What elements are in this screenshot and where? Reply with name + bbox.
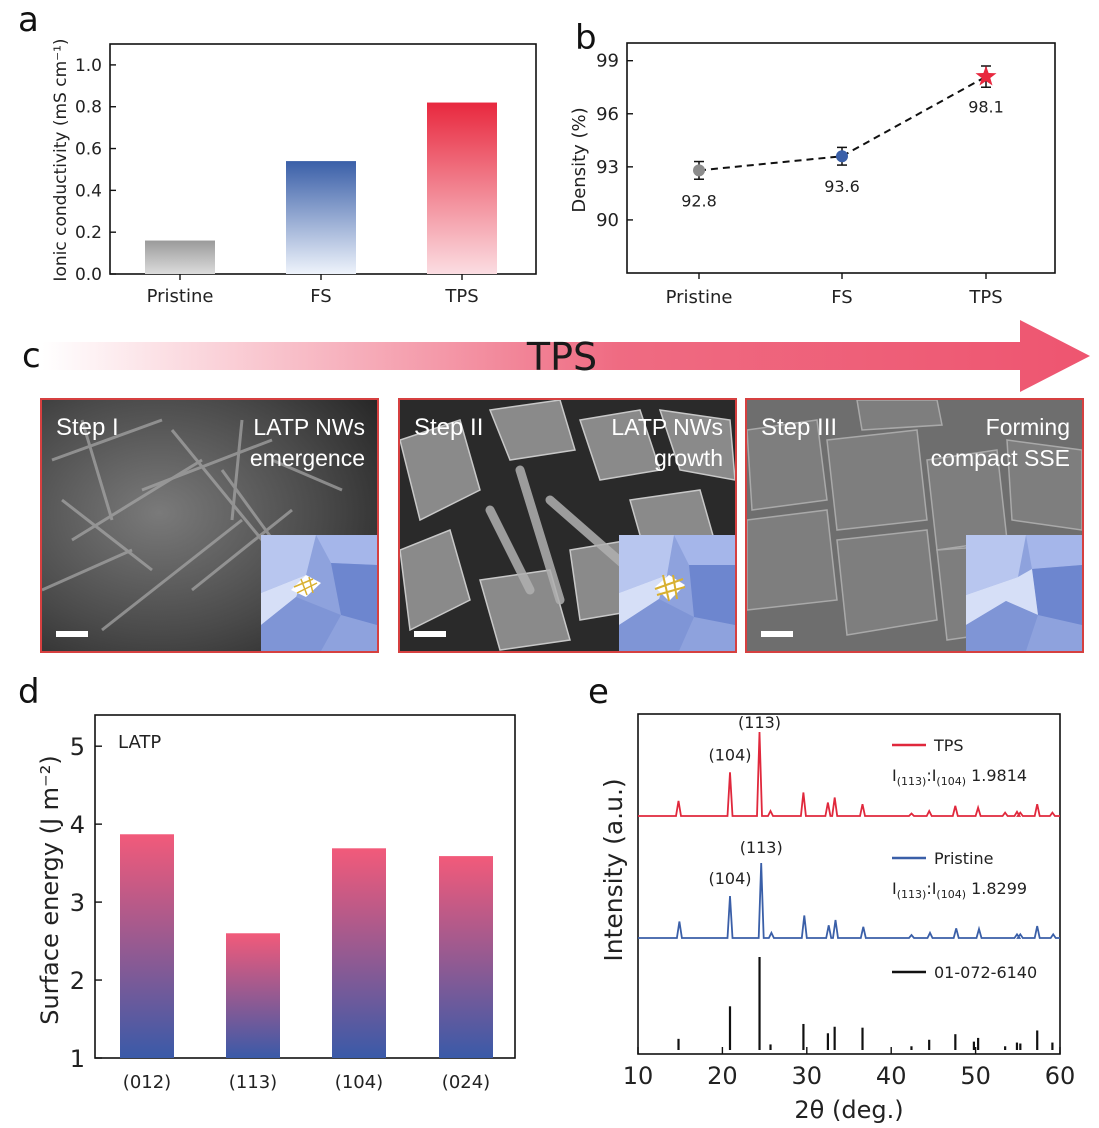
chart-b-xtick-label: Pristine [666,287,733,308]
chart-a-ylabel: Ionic conductivity (mS cm⁻¹) [51,38,71,281]
chart-a-ionic-conductivity: Ionic conductivity (mS cm⁻¹) 0.0 0.2 0.4 0.… [51,38,537,307]
chart-e-ratio-label: I(113):I(104) 1.9814 [892,766,1027,788]
panel-letter-d: d [18,672,40,712]
chart-d-xtick-label: (113) [229,1072,277,1093]
chart-e-xlabel: 2θ (deg.) [794,1096,903,1124]
step-2-caption-line-1: LATP NWs [611,414,723,440]
chart-d-frame [94,714,516,1059]
chart-d-ytick-label: 1 [70,1045,85,1073]
chart-e-xtick-label: 40 [876,1062,907,1090]
chart-e-peak-label: (113) [738,713,781,732]
chart-a-xtick-label: Pristine [147,286,214,307]
step-2-label: Step II [414,414,484,441]
chart-e-ratio-label: I(113):I(104) 1.8299 [892,879,1027,901]
chart-e-pattern-pristine [638,862,1060,939]
step-1-scale-bar [56,631,88,637]
chart-e-frame [637,713,1061,1055]
chart-a-ytick-label: 0.6 [75,140,102,160]
chart-b-ytick-label: 90 [596,210,619,231]
chart-b-point-label: 93.6 [824,177,860,196]
panel-letter-e: e [588,672,609,712]
chart-d-bar [332,848,386,1058]
chart-e-peak-label: (104) [708,745,751,764]
chart-b-point-tps [975,65,997,86]
step-3-schematic-inset [966,535,1082,651]
step-2-caption-line-2: growth [653,445,723,471]
chart-b-ylabel: Density (%) [569,107,590,212]
chart-b-ytick-label: 93 [596,157,619,178]
panel-letter-c: c [22,336,41,376]
chart-d-bar [226,933,280,1058]
step-2-scale-bar [414,631,446,637]
tps-arrow: TPS [42,320,1090,392]
chart-e-ylabel: Intensity (a.u.) [599,778,628,961]
step-3-label: Step III [761,414,838,441]
step-3-caption-line-2: compact SSE [930,445,1070,471]
chart-a-bar-fs [286,161,356,274]
chart-e-xtick-label: 10 [623,1062,654,1090]
panel-letter-b: b [575,18,597,58]
chart-a-xtick-label: TPS [444,286,478,307]
step-3-caption-line-1: Forming [985,414,1070,440]
chart-a-xtick-label: FS [310,286,331,307]
chart-b-dashed-line [698,75,987,172]
step-2-caption: LATP NWs growth [611,412,723,474]
chart-d-ytick-label: 3 [70,889,85,917]
chart-e-xtick-label: 30 [792,1062,823,1090]
step-1-caption: LATP NWs emergence [250,412,365,474]
chart-e-legend-label: TPS [933,736,964,755]
chart-b-ytick-label: 96 [596,104,619,125]
step-1-caption-line-1: LATP NWs [253,414,365,440]
chart-b-xtick-label: FS [831,287,852,308]
sem-step-1: Step I LATP NWs emergence [40,398,379,653]
chart-d-xtick-label: (012) [123,1072,171,1093]
chart-e-legend-label: 01-072-6140 [934,963,1037,982]
chart-a-ytick-label: 0.4 [75,181,102,201]
step-1-schematic-inset [261,535,377,651]
chart-b-frame [626,42,1056,274]
step-2-schematic-inset [619,535,735,651]
chart-e-legend-label: Pristine [934,849,993,868]
chart-a-ytick-label: 0.2 [75,223,102,243]
chart-d-bar [120,834,174,1058]
chart-d-annotation: LATP [118,732,161,753]
chart-e-peak-label: (104) [708,869,751,888]
panel-letter-a: a [18,0,39,40]
chart-b-ytick-label: 99 [596,51,619,72]
chart-d-xtick-label: (024) [442,1072,490,1093]
chart-e-peak-label: (113) [740,838,783,857]
chart-a-bar-pristine [145,240,215,274]
chart-e-xtick-label: 60 [1045,1062,1076,1090]
chart-a-ytick-label: 0.8 [75,98,102,118]
step-1-label: Step I [56,414,119,441]
chart-a-ytick-label: 1.0 [75,56,102,76]
chart-d-bar [439,856,493,1058]
step-3-caption: Forming compact SSE [931,412,1070,474]
chart-b-density: Density (%) 90 93 96 99 92.8 Pristine 93.6 FS 98… [569,42,1056,308]
chart-b-xtick-label: TPS [968,287,1002,308]
tps-arrow-shape [42,320,1090,392]
chart-e-xtick-label: 50 [960,1062,991,1090]
chart-e-xrd: Intensity (a.u.) 2θ (deg.) 10 20 30 40 50 60 (… [599,713,1076,1124]
chart-d-surface-energy: LATP Surface energy (J m⁻²) 1 2 3 4 5 (012) (1… [36,714,516,1093]
step-3-scale-bar [761,631,793,637]
chart-b-point-pristine [693,164,705,177]
chart-e-pattern-tps [638,731,1060,817]
chart-b-point-label: 92.8 [681,191,717,210]
tps-arrow-label: TPS [526,335,597,379]
step-1-caption-line-2: emergence [249,445,365,471]
sem-step-2: Step II LATP NWs growth [398,398,737,653]
chart-a-bar-tps [427,102,497,274]
chart-d-ytick-label: 5 [70,733,85,761]
chart-b-point-fs [836,150,848,163]
chart-d-xtick-label: (104) [335,1072,383,1093]
chart-d-ylabel: Surface energy (J m⁻²) [36,755,64,1024]
chart-e-xtick-label: 20 [707,1062,738,1090]
chart-d-ytick-label: 4 [70,811,85,839]
chart-d-ytick-label: 2 [70,967,85,995]
sem-step-3: Step III Forming compact SSE [745,398,1084,653]
chart-a-ytick-label: 0.0 [75,265,102,285]
chart-b-point-label: 98.1 [968,98,1004,117]
